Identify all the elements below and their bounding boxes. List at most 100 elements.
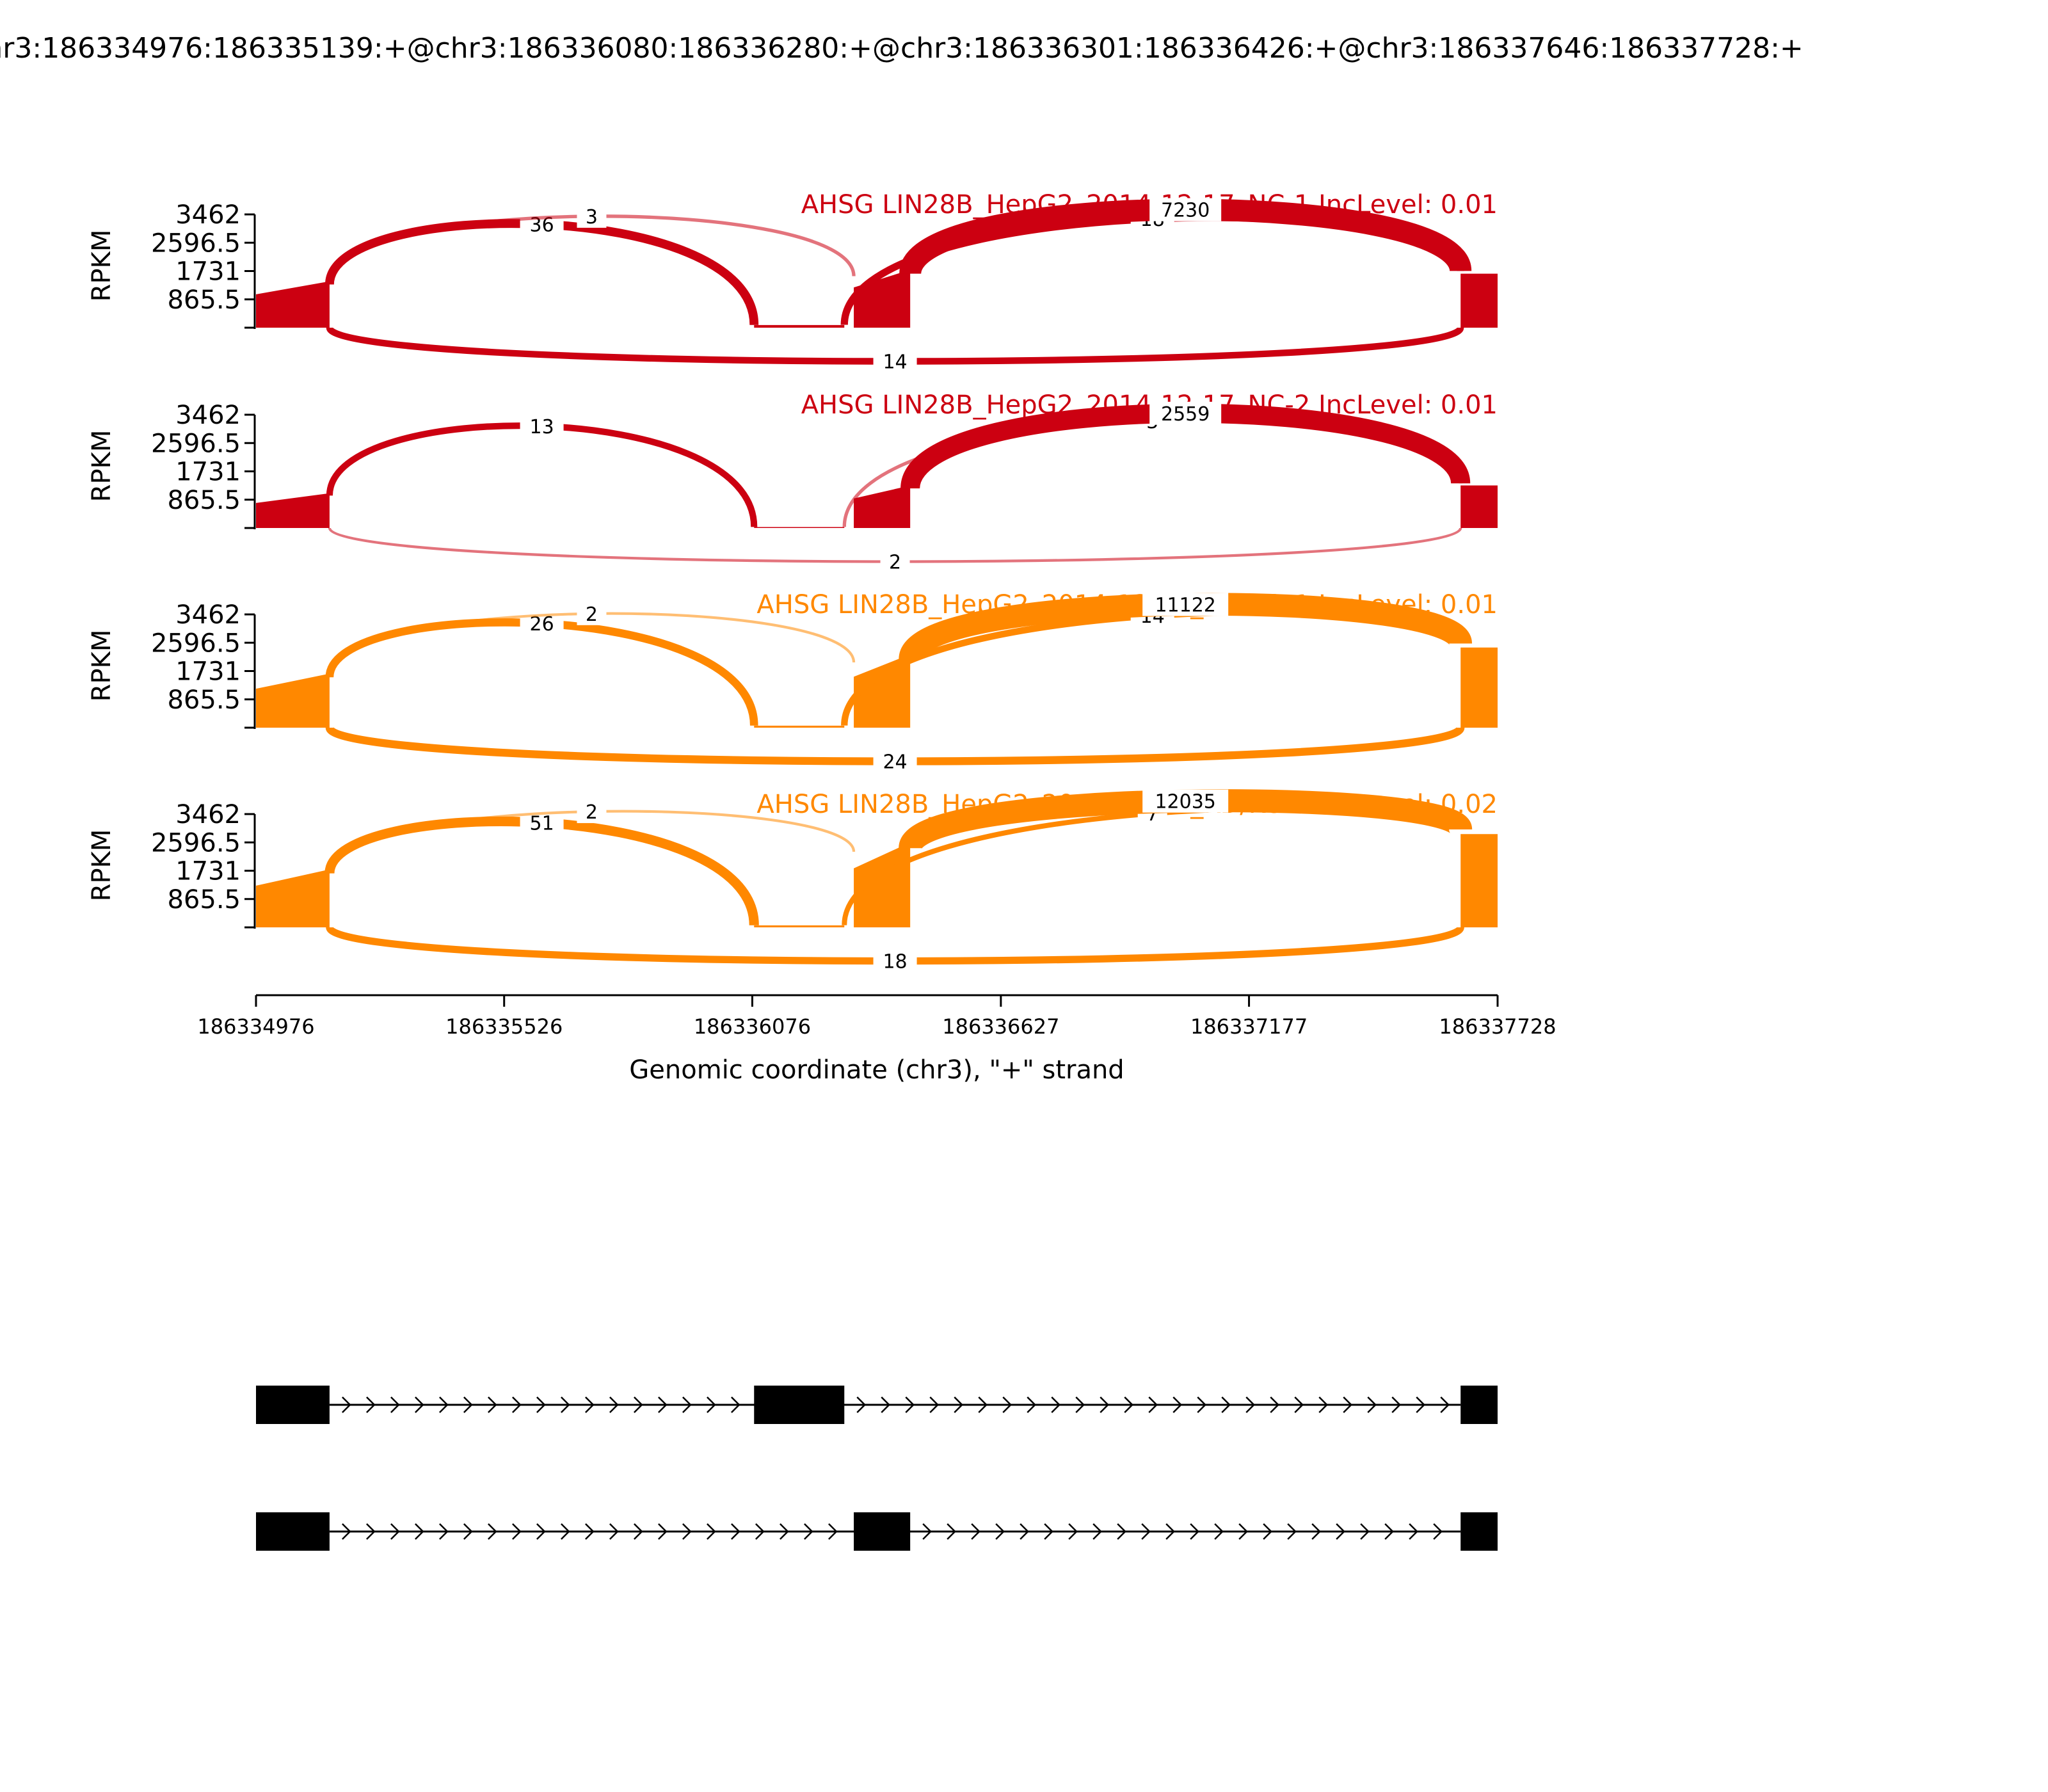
junction-count-label: 14 <box>883 351 907 374</box>
coverage-exon2 <box>754 324 845 328</box>
y-tick-label: 2596.5 <box>151 228 241 258</box>
junction-count-label: 18 <box>883 951 907 973</box>
strand-arrow <box>881 1396 891 1413</box>
strand-arrow <box>1440 1396 1450 1413</box>
strand-arrow <box>947 1523 956 1540</box>
y-axis-label: RPKM <box>87 829 116 902</box>
coverage-exon2 <box>754 725 845 728</box>
junction-label-bg <box>1149 401 1222 425</box>
coverage-exon2 <box>754 925 845 927</box>
junction-count-label: 2 <box>889 552 901 574</box>
strand-arrow <box>561 1396 570 1413</box>
strand-arrow <box>1287 1523 1297 1540</box>
strand-arrow <box>488 1396 497 1413</box>
strand-arrow <box>1027 1396 1037 1413</box>
coverage-exon3 <box>854 269 911 328</box>
strand-arrow <box>1197 1396 1207 1413</box>
x-tick-label: 186337728 <box>1439 1014 1556 1039</box>
junction-label-bg <box>873 949 917 973</box>
strand-arrow <box>828 1523 838 1540</box>
strand-arrow <box>954 1396 964 1413</box>
x-axis: 186334976 186335526 186336076 186336627 1863… <box>197 994 1556 1039</box>
strand-arrow <box>707 1523 716 1540</box>
strand-arrow <box>731 1523 740 1540</box>
y-tick-label: 865.5 <box>167 486 241 515</box>
junction-label-bg <box>520 414 564 438</box>
strand-arrow <box>1343 1396 1353 1413</box>
strand-arrow <box>609 1396 619 1413</box>
exon-block <box>854 1512 911 1551</box>
strand-arrow <box>415 1396 424 1413</box>
strand-arrow <box>658 1523 668 1540</box>
strand-arrow <box>342 1396 351 1413</box>
strand-arrow <box>512 1396 522 1413</box>
strand-arrow <box>512 1523 522 1540</box>
coverage-exon4 <box>1460 834 1498 927</box>
y-axis-label: RPKM <box>87 230 116 302</box>
strand-arrow <box>1051 1396 1061 1413</box>
y-axis-label: RPKM <box>87 430 116 502</box>
strand-arrow <box>463 1523 473 1540</box>
strand-arrow <box>1433 1523 1443 1540</box>
junction-count-label: 2559 <box>1161 403 1210 426</box>
strand-arrow <box>1221 1396 1231 1413</box>
junction-arc <box>326 422 758 527</box>
strand-arrow <box>1263 1523 1272 1540</box>
strand-arrow <box>1245 1396 1256 1413</box>
strand-arrow <box>1100 1396 1110 1413</box>
strand-arrow <box>1214 1523 1224 1540</box>
strand-arrow <box>922 1523 932 1540</box>
strand-arrow <box>439 1523 449 1540</box>
y-tick-label: 3462 <box>175 401 241 430</box>
junction-label-bg <box>1142 593 1229 616</box>
junction-label-bg <box>873 749 917 773</box>
junction-label-bg <box>1149 198 1222 221</box>
junction-count-label: 11122 <box>1155 594 1215 616</box>
coverage-exon3 <box>854 842 911 927</box>
coverage-exon3 <box>854 654 911 728</box>
strand-arrow <box>780 1523 789 1540</box>
strand-arrow <box>905 1396 915 1413</box>
y-tick-label: 865.5 <box>167 885 241 915</box>
junction-label-bg <box>1142 789 1229 813</box>
strand-arrow <box>1238 1523 1248 1540</box>
strand-arrow <box>1075 1396 1085 1413</box>
coverage-exon3 <box>854 485 911 528</box>
coverage-exon2 <box>754 527 845 528</box>
isoform-track-1 <box>256 1386 1498 1424</box>
strand-arrow <box>488 1523 497 1540</box>
y-tick-label: 1731 <box>175 657 241 687</box>
strand-arrow <box>1391 1396 1402 1413</box>
strand-arrow <box>1416 1396 1426 1413</box>
strand-arrow <box>856 1396 867 1413</box>
strand-arrow <box>415 1523 424 1540</box>
coverage-exon4 <box>1460 273 1498 328</box>
junction-label-bg <box>880 550 910 573</box>
y-tick-label: 2596.5 <box>151 429 241 458</box>
x-tick-label: 186337177 <box>1190 1014 1308 1039</box>
strand-arrow <box>1044 1523 1053 1540</box>
strand-arrow <box>1117 1523 1126 1540</box>
strand-arrow <box>609 1523 619 1540</box>
junction-arc <box>325 618 758 726</box>
y-tick-label: 2596.5 <box>151 828 241 858</box>
y-tick-label: 865.5 <box>167 285 241 315</box>
coverage-exon4 <box>1460 647 1498 728</box>
x-axis-label: Genomic coordinate (chr3), "+" strand <box>629 1055 1124 1085</box>
junction-count-label: 51 <box>529 812 554 835</box>
strand-arrow <box>1165 1523 1175 1540</box>
junction-count-label: 12035 <box>1155 791 1215 813</box>
strand-arrow <box>658 1396 668 1413</box>
strand-arrow <box>561 1523 570 1540</box>
y-axis-label: RPKM <box>87 630 116 702</box>
strand-arrow <box>1020 1523 1029 1540</box>
strand-arrow <box>731 1396 740 1413</box>
strand-arrow <box>929 1396 940 1413</box>
junction-count-label: 24 <box>883 751 907 774</box>
junction-count-label: 2 <box>586 801 598 824</box>
strand-arrow <box>463 1396 473 1413</box>
strand-arrow <box>1384 1523 1394 1540</box>
